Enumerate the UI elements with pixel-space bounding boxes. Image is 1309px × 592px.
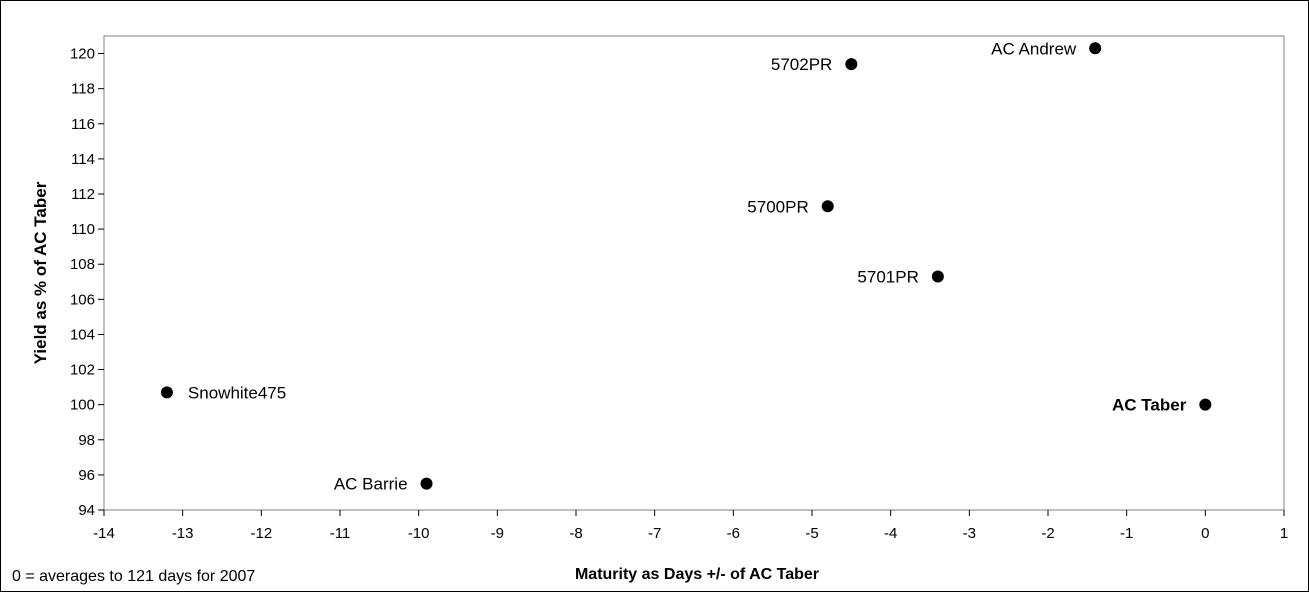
y-tick-label: 102 — [70, 362, 95, 379]
y-tick-label: 114 — [71, 151, 95, 168]
plot-area — [103, 35, 1285, 511]
data-points: Snowhite475 AC Barrie 5700PR 5702PR 5701PR AC… — [160, 39, 1212, 494]
data-point — [1089, 42, 1102, 55]
data-point-label: AC Barrie — [334, 475, 408, 494]
x-tick-label: -14 — [93, 525, 115, 542]
data-point-label: Snowhite475 — [188, 383, 286, 402]
data-point — [931, 270, 944, 283]
y-tick-label: 108 — [70, 256, 95, 273]
y-axis: 94 96 98 100 102 104 106 108 110 112 114 116 118 120 — [70, 46, 104, 519]
x-tick-label: -7 — [648, 525, 661, 542]
x-tick-label: 1 — [1280, 525, 1288, 542]
x-tick-label: -10 — [408, 525, 430, 542]
y-tick-label: 100 — [70, 397, 95, 414]
y-tick-label: 104 — [70, 326, 95, 343]
y-tick-label: 116 — [71, 116, 95, 133]
data-point-label: 5702PR — [771, 55, 832, 74]
x-tick-label: -3 — [963, 525, 976, 542]
x-tick-label: -4 — [884, 525, 897, 542]
x-tick-label: -1 — [1120, 525, 1133, 542]
data-point-label: AC Taber — [1112, 396, 1187, 415]
data-point — [160, 386, 173, 399]
y-tick-label: 118 — [71, 81, 95, 98]
data-point-label: 5701PR — [857, 268, 918, 287]
data-point-label: 5700PR — [747, 197, 808, 216]
y-tick-label: 94 — [78, 502, 95, 519]
x-axis: -14 -13 -12 -11 -10 -9 -8 -7 -6 -5 -4 -3 -2 -1 0 1 — [93, 510, 1288, 542]
x-tick-label: -13 — [172, 525, 194, 542]
data-point — [1199, 398, 1212, 411]
data-point — [420, 477, 433, 490]
x-tick-label: -2 — [1041, 525, 1054, 542]
data-point-label: AC Andrew — [991, 39, 1077, 58]
data-point — [821, 200, 834, 213]
y-tick-label: 120 — [70, 46, 95, 63]
y-tick-label: 98 — [78, 432, 95, 449]
y-axis-title: Yield as % of AC Taber — [31, 181, 50, 364]
x-tick-label: -6 — [727, 525, 740, 542]
x-tick-label: -12 — [250, 525, 272, 542]
y-tick-label: 106 — [70, 291, 95, 308]
chart-note: 0 = averages to 121 days for 2007 — [12, 568, 255, 585]
x-tick-label: 0 — [1201, 525, 1209, 542]
x-tick-label: -9 — [491, 525, 504, 542]
y-tick-label: 96 — [78, 467, 95, 484]
y-tick-label: 110 — [71, 221, 95, 238]
x-tick-label: -11 — [330, 525, 351, 542]
y-tick-label: 112 — [71, 186, 95, 203]
x-tick-label: -5 — [805, 525, 818, 542]
data-point — [845, 58, 858, 71]
x-axis-title: Maturity as Days +/- of AC Taber — [575, 566, 819, 583]
x-tick-label: -8 — [569, 525, 582, 542]
